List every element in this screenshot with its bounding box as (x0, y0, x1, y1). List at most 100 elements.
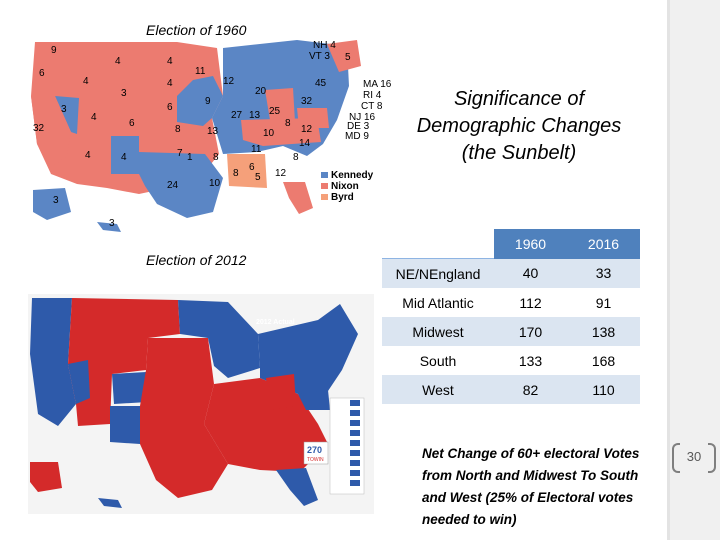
state-number: 4 (91, 112, 97, 123)
state-number: 6 (39, 68, 45, 79)
state-number: 8 (285, 118, 291, 129)
florida (283, 182, 313, 214)
value-1960-cell: 170 (494, 317, 567, 346)
colorado (112, 372, 148, 404)
table-row: South 133 168 (382, 346, 640, 375)
map-2012-states (30, 298, 358, 508)
east-label: NJ 16 (349, 112, 376, 123)
east-label: MA 16 (363, 79, 392, 90)
legend-swatch-nixon (321, 183, 328, 189)
virginia-blue (298, 390, 330, 410)
slide-title: Significance of Demographic Changes (the… (400, 86, 638, 167)
state-number: 13 (207, 126, 219, 137)
value-1960-cell: 40 (494, 258, 567, 288)
state-number: 9 (205, 96, 211, 107)
header-2016: 2016 (567, 229, 640, 259)
state-number: 7 (177, 148, 183, 159)
state-number: 3 (121, 88, 127, 99)
state-number: 3 (109, 218, 115, 229)
net-change-note: Net Change of 60+ electoral Votes from N… (422, 446, 640, 527)
plains-red (140, 338, 228, 498)
badge-bottom: TOWIN (307, 457, 324, 463)
midwest-blue (177, 76, 223, 126)
state-number: 6 (249, 162, 255, 173)
state-number: 4 (167, 56, 173, 67)
east-label: RI 4 (363, 90, 382, 101)
map-1960-legend: Kennedy Nixon Byrd (321, 170, 374, 203)
new-mexico-2012 (110, 406, 140, 444)
west-coast-blue (30, 298, 76, 426)
state-number: 12 (223, 76, 235, 87)
state-number: 4 (85, 150, 91, 161)
state-number: 12 (301, 124, 313, 135)
state-number: 11 (251, 144, 262, 155)
table-header-row: 1960 2016 (382, 229, 640, 259)
california (31, 96, 71, 166)
state-number: 4 (83, 76, 89, 87)
state-number: 20 (255, 86, 267, 97)
region-cell: Mid Atlantic (382, 288, 494, 317)
page-number-badge: 30 (672, 443, 716, 473)
state-number: 6 (167, 102, 173, 113)
state-number: 24 (167, 180, 179, 191)
legend-swatch-byrd (321, 194, 328, 200)
badge-top: 270 (307, 445, 322, 455)
header-blank-cell (382, 229, 494, 259)
bracket-left (672, 443, 680, 473)
byrd-region (227, 154, 267, 188)
small-state-swatch (350, 410, 360, 416)
state-number: 10 (263, 128, 275, 139)
value-2016-cell: 110 (567, 375, 640, 404)
page-number: 30 (686, 449, 702, 464)
virginia (297, 108, 329, 128)
nevada (55, 96, 79, 134)
state-number: 12 (275, 168, 287, 179)
upper-midwest-blue (178, 300, 260, 378)
state-number: 3 (61, 104, 67, 115)
east-label: CT 8 (361, 101, 383, 112)
caption-2012: Election of 2012 (146, 252, 247, 268)
east-label: DE 3 (347, 121, 370, 132)
title-line-3: (the Sunbelt) (461, 142, 577, 164)
270-to-win-badge: 270 TOWIN (303, 441, 329, 465)
state-number: 32 (301, 96, 313, 107)
region-cell: NE/NEngland (382, 258, 494, 288)
small-state-swatch (350, 470, 360, 476)
badge-frame (303, 441, 329, 465)
state-number: 6 (129, 118, 135, 129)
east-label: MD 9 (345, 131, 369, 142)
state-number: 5 (345, 52, 351, 63)
value-2016-cell: 138 (567, 317, 640, 346)
texas (139, 152, 223, 218)
bracket-right (708, 443, 716, 473)
map-2012: 2012 Actual 270 TOWIN (28, 294, 374, 514)
table-row: NE/NEngland 40 33 (382, 258, 640, 288)
table-row: West 82 110 (382, 375, 640, 404)
map-1960-east-labels: NH 4 VT 3 MA 16 RI 4 CT 8 NJ 16 DE 3 MD … (309, 40, 392, 142)
state-number: 4 (115, 56, 121, 67)
map-1960-numbers: 9 4 4 6 4 4 3 11 12 20 45 5 32 6 9 32 3 … (33, 45, 351, 229)
region-cell: South (382, 346, 494, 375)
state-number: 9 (51, 45, 57, 56)
value-2016-cell: 33 (567, 258, 640, 288)
small-state-swatch (350, 450, 360, 456)
value-2016-cell: 168 (567, 346, 640, 375)
new-england (327, 40, 361, 72)
indiana-kentucky-red (266, 374, 296, 410)
state-number: 4 (167, 78, 173, 89)
ohio-indiana (265, 88, 295, 126)
value-1960-cell: 133 (494, 346, 567, 375)
alaska-2012 (30, 462, 62, 492)
map-2012-header: 2012 Actual (256, 319, 295, 326)
sidebar-stripe (667, 0, 670, 540)
small-state-swatch (350, 440, 360, 446)
state-number: 1 (187, 152, 193, 163)
legend-label-nixon: Nixon (331, 181, 359, 192)
state-number: 3 (53, 195, 59, 206)
new-mexico (111, 136, 139, 174)
table-row: Midwest 170 138 (382, 317, 640, 346)
state-number: 5 (255, 172, 261, 183)
state-number: 4 (121, 152, 127, 163)
small-state-swatch (350, 430, 360, 436)
value-2016-cell: 91 (567, 288, 640, 317)
